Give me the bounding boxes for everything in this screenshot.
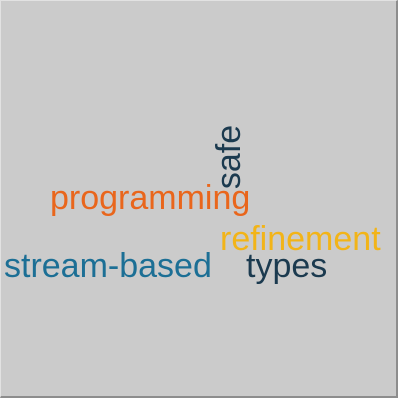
- word-refinement: refinement: [220, 220, 381, 258]
- word-types: types: [246, 247, 328, 285]
- word-stream-based: stream-based: [4, 247, 212, 285]
- word-programming: programming: [50, 179, 251, 217]
